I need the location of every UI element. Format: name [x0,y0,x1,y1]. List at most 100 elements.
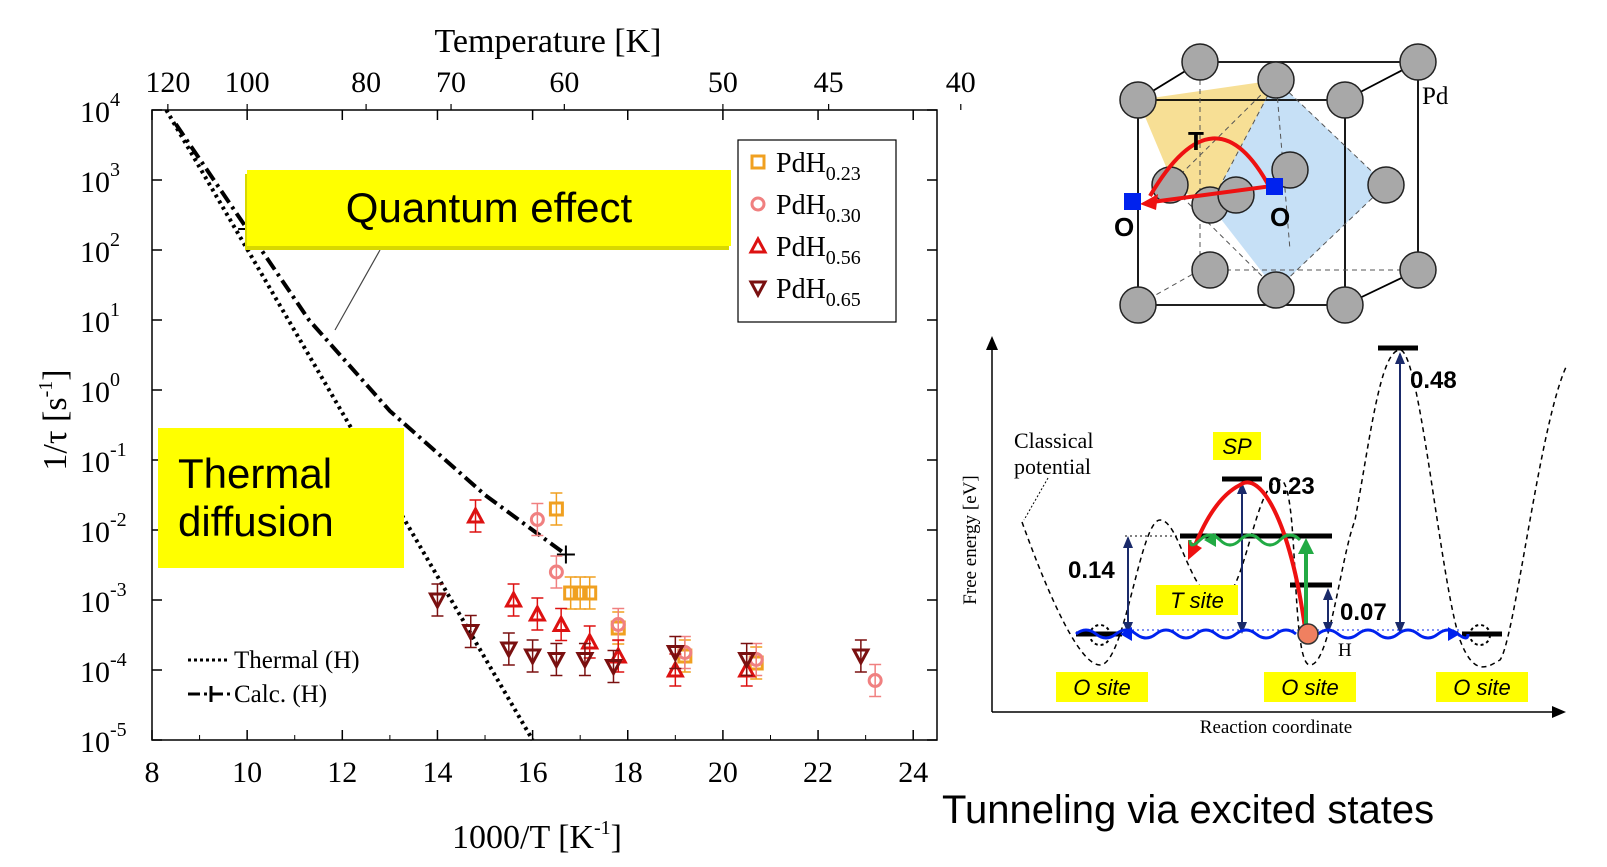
x-axis-label: 1000/T [K-1] [452,817,622,856]
data-point-triangle-up [466,505,486,524]
o-site-right-marker [1266,178,1283,195]
y-tick-label: 104 [80,89,120,129]
data-point-circle [529,512,545,527]
y-tick-label: 10-3 [80,579,127,619]
top-tick-label: 60 [549,66,579,99]
thermal-text-line1: Thermal [178,450,333,497]
data-point-triangle-down [851,648,871,667]
data-point-square [548,501,564,517]
top-tick-label: 50 [708,66,738,99]
energy-y-arrow [986,336,998,350]
pd-atom [1326,286,1364,324]
blue-wave-right [1317,628,1470,640]
top-tick-label: 100 [225,66,270,99]
legend-label: PdH0.56 [776,232,861,269]
pd-atom [1119,286,1157,324]
pd-atom [1367,166,1405,204]
o-site-tag-1: O site [1073,675,1130,700]
t-site-tag: T site [1170,588,1224,613]
quantum-effect-box: Quantum effect [247,170,731,246]
y-tick-label: 101 [80,299,120,339]
legend-label: PdH0.65 [776,274,861,311]
x-tick-label: 20 [708,756,738,789]
o-site-label-left: O [1114,212,1134,242]
data-point-triangle-down [461,624,481,642]
green-wave-arrowhead [1204,533,1216,547]
green-wave [1188,533,1302,547]
data-point-triangle-down [523,648,543,667]
classical-label-2: potential [1014,454,1091,479]
blue-wave-right-head [1448,627,1460,641]
legend-label: PdH0.30 [776,190,861,227]
crystal-structure: Pd T O O [1114,43,1449,324]
data-point-triangle-down [499,641,519,660]
ground-dot-left [1089,624,1111,646]
pd-atom [1399,43,1437,81]
data-point-triangle-down [603,659,623,677]
top-tick-label: 45 [814,66,844,99]
crystal-red-direct [1151,184,1273,204]
pd-atom [1119,81,1157,119]
legend-marker-square [750,154,766,170]
energy-diagram: Free energy [eV] Reaction coordinate Cla… [960,336,1568,738]
x-tick-label: 14 [422,756,452,789]
legend-marker-circle [750,196,766,212]
data-point-triangle-up [665,659,685,678]
y-tick-label: 103 [80,159,120,199]
x-tick-label: 16 [518,756,548,789]
hydrogen-atom [1297,623,1319,645]
data-point-circle [867,673,883,688]
legend-label: PdH0.23 [776,148,861,185]
pd-label: Pd [1422,83,1449,110]
bottom-legend: Thermal (H) Calc. (H) [188,647,360,708]
classical-leader [1023,477,1049,521]
data-point-triangle-up [580,631,600,650]
top-tick-label: 40 [946,66,976,99]
data-point-triangle-down [665,645,685,663]
data-point-triangle-up [527,603,547,622]
thermal-line [164,108,535,742]
green-up-arrowhead [1298,538,1314,554]
y-tick-label: 100 [80,369,120,409]
x-tick-label: 12 [327,756,357,789]
h-label: H [1338,640,1352,661]
data-points [427,492,883,698]
data-point-triangle-down [546,652,566,670]
pd-atom [1217,176,1255,214]
y-tick-label: 10-1 [80,439,127,479]
o-site-left-marker [1124,193,1141,210]
energy-y-label: Free energy [eV] [960,475,981,604]
data-point-circle [548,564,564,580]
energy-048-label: 0.48 [1410,367,1457,394]
energy-007-label: 0.07 [1340,599,1387,626]
crystal-arrowhead [1140,194,1158,210]
pd-atom [1191,251,1229,289]
o-site-tag-1-bg [1056,672,1148,702]
o-site-tag-3-bg [1436,672,1528,702]
data-point-triangle-up [504,589,524,608]
pd-atom [1181,43,1219,81]
o-site-tag-2: O site [1281,675,1338,700]
energy-x-label: Reaction coordinate [1200,717,1352,738]
x-tick-label: 22 [803,756,833,789]
x-tick-label: 10 [232,756,262,789]
blue-wave-left [1075,628,1297,640]
legend: PdH0.23 PdH0.30 PdH0.56 PdH0.65 [737,139,897,323]
data-point-square [582,585,598,601]
pd-atom [1399,251,1437,289]
data-point-square [572,585,588,601]
data-point-triangle-down [427,592,447,611]
y-tick-label: 10-2 [80,509,127,549]
top-axis-label: Temperature [K] [435,23,662,60]
top-tick-label: 120 [145,66,190,99]
y-axis-label: 1/τ [s-1] [35,369,74,470]
sp-tag-bg [1213,432,1261,460]
classical-potential-curve [1021,349,1568,668]
o-site-tag-2-bg [1264,672,1356,702]
legend-marker-triangle-down [748,280,768,299]
calc-line [174,122,568,557]
crystal-red-arc [1148,136,1272,198]
energy-014-label: 0.14 [1068,557,1115,584]
x-tick-label: 24 [898,756,928,789]
